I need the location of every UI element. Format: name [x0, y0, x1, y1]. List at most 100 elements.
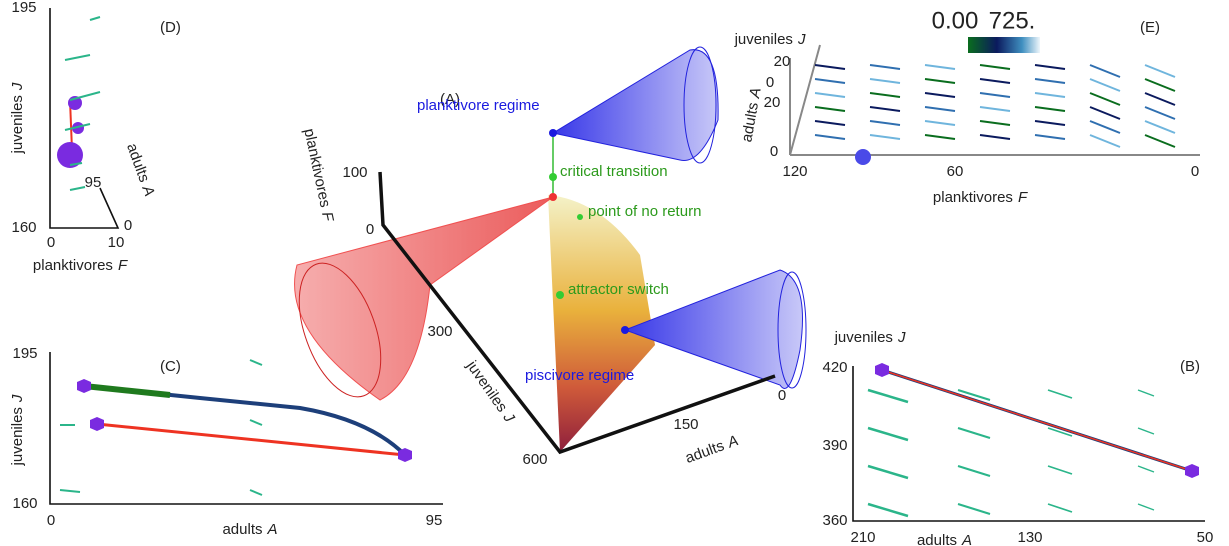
panel-label: (B): [1180, 358, 1200, 375]
annotation: piscivore regime: [525, 367, 634, 384]
field-arrow: [925, 107, 955, 111]
tick-label: 10: [108, 234, 125, 251]
tick-label: 0: [1191, 163, 1199, 180]
point: [577, 214, 583, 220]
trajectory: [84, 386, 170, 395]
field-arrow: [868, 504, 908, 516]
state-marker: [90, 417, 104, 431]
axis-title: adultsA: [738, 86, 764, 143]
field-arrow: [1138, 466, 1154, 472]
tick-label: 100: [342, 164, 367, 181]
state-marker: [875, 363, 889, 377]
field-arrow: [1145, 93, 1175, 105]
point: [556, 291, 564, 299]
field-arrow: [1035, 135, 1065, 139]
field-arrow: [250, 420, 262, 425]
field-arrow: [1145, 135, 1175, 147]
field-arrow: [958, 504, 990, 514]
point: [621, 326, 629, 334]
point: [549, 193, 557, 201]
tick-label: 20: [764, 94, 781, 111]
field-arrow: [250, 490, 262, 495]
field-arrow: [815, 65, 845, 69]
field-arrow: [1090, 107, 1120, 119]
tick-label: 95: [85, 174, 102, 191]
axes: [790, 45, 1200, 155]
field-arrow: [925, 65, 955, 69]
field-arrow: [980, 107, 1010, 111]
annotation: point of no return: [588, 203, 701, 220]
field-arrow: [1145, 107, 1175, 119]
axes: [50, 8, 118, 228]
field-arrow: [1138, 390, 1154, 396]
field-arrow: [90, 17, 100, 20]
horn: [553, 50, 718, 161]
state-marker: [77, 379, 91, 393]
field-arrow: [1048, 390, 1072, 398]
tick-label: 120: [782, 163, 807, 180]
tick-label: 130: [1017, 529, 1042, 546]
tick-label: 195: [12, 345, 37, 362]
field-arrow: [1090, 135, 1120, 147]
axis-title: juvenilesJ: [9, 82, 26, 154]
field-arrow: [1090, 79, 1120, 91]
tick-label: 0: [47, 234, 55, 251]
field-arrow: [1145, 79, 1175, 91]
panel-a: (A) 100 0 300 600 150 0 planktivoresF ju…: [283, 47, 806, 468]
field-arrow: [870, 65, 900, 69]
tick-label: 300: [427, 323, 452, 340]
panel-label: (E): [1140, 19, 1160, 36]
surface: [548, 195, 655, 452]
field-arrow: [980, 121, 1010, 125]
field-arrow: [1090, 93, 1120, 105]
tick-label: 0: [124, 217, 132, 234]
tick-label: 0: [366, 221, 374, 238]
tick-label: 600: [522, 451, 547, 468]
field-arrow: [1048, 466, 1072, 474]
tick-label: 0: [778, 387, 786, 404]
field-arrow: [1090, 121, 1120, 133]
tick-label: 195: [11, 0, 36, 16]
figure: (D) 195 160 0 10 95 0 planktivoresF juve…: [0, 0, 1229, 546]
field-arrow: [925, 93, 955, 97]
axis-title: juvenilesJ: [834, 329, 906, 346]
state-marker: [1185, 464, 1199, 478]
tick-label: 210: [850, 529, 875, 546]
horn: [295, 197, 553, 400]
field-arrow: [925, 121, 955, 125]
axis-title: planktivoresF: [300, 127, 336, 224]
field-arrow: [868, 466, 908, 478]
tick-label: 390: [822, 437, 847, 454]
tick-label: 50: [1197, 529, 1214, 546]
field-arrow: [870, 79, 900, 83]
field-arrow: [870, 135, 900, 139]
tick-label: 0: [47, 512, 55, 529]
field-arrow: [1138, 504, 1154, 510]
axis-title: adultsA: [917, 532, 972, 546]
tick-label: 360: [822, 512, 847, 529]
field-arrow: [958, 428, 990, 438]
field-arrow: [870, 121, 900, 125]
axis-title: juvenilesJ: [9, 394, 26, 466]
point: [549, 173, 557, 181]
axes: [853, 366, 1205, 521]
annotation: attractor switch: [568, 281, 669, 298]
tick-label: 150: [673, 416, 698, 433]
annotation: planktivore regime: [417, 97, 540, 114]
tick-label: 95: [426, 512, 443, 529]
point: [549, 129, 557, 137]
field-arrow: [70, 187, 85, 190]
field-arrow: [980, 135, 1010, 139]
tick-label: 0: [766, 74, 774, 91]
field-arrow: [60, 490, 80, 492]
field-arrow: [815, 121, 845, 125]
field-arrow: [815, 107, 845, 111]
field-arrow: [815, 79, 845, 83]
field-arrow: [980, 93, 1010, 97]
trajectory: [882, 370, 1192, 471]
axis-title: planktivoresF: [933, 189, 1028, 206]
